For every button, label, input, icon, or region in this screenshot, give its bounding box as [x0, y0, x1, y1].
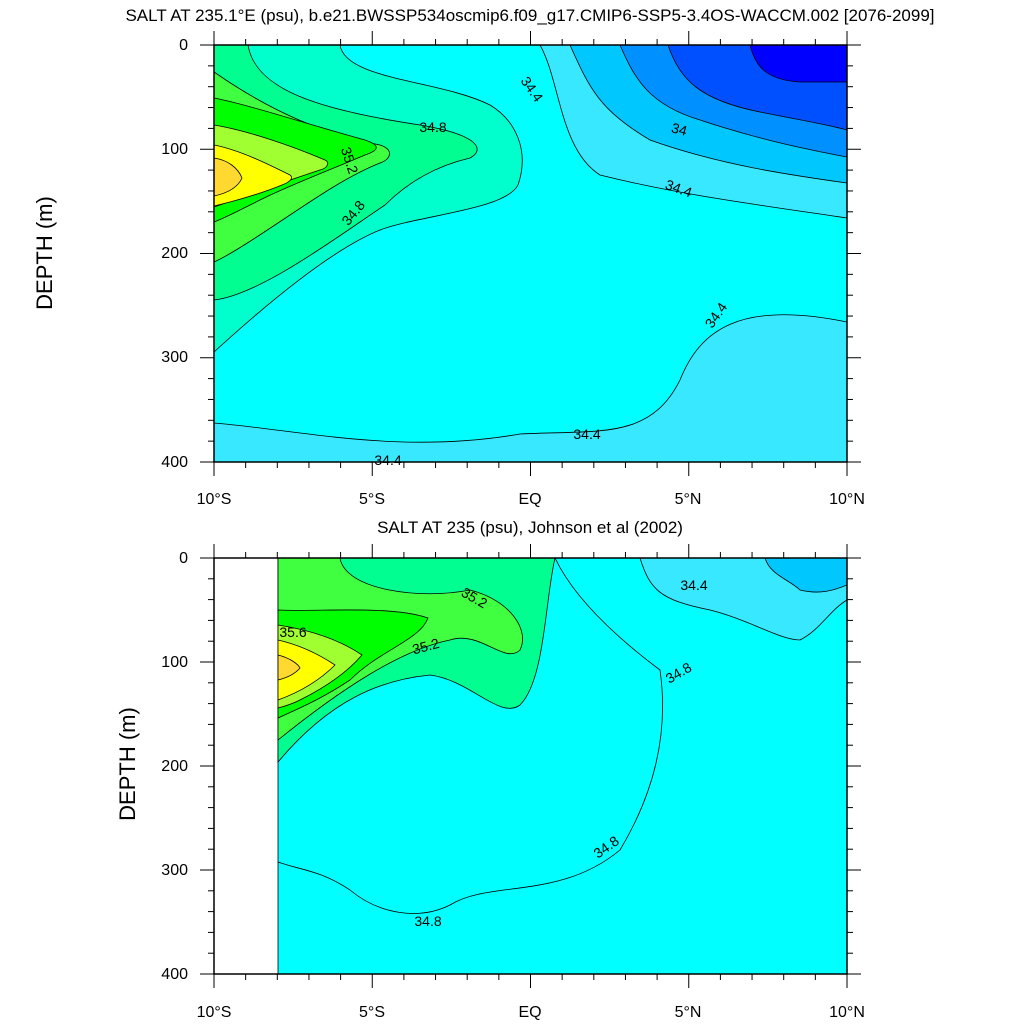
panel-bottom: SALT AT 235 (psu), Johnson et al (2002) … — [115, 518, 865, 1021]
panel2-y-tick-labels: 0 100 200 300 400 — [161, 550, 188, 983]
contour-label: 35.6 — [279, 624, 306, 640]
contour-label: 35.2 — [410, 635, 441, 658]
y-tick-label: 0 — [179, 550, 188, 567]
panel1-band-south-35.8 — [214, 144, 292, 207]
contour-label: 34 — [670, 119, 689, 139]
panel2-band-south-36.0 — [277, 654, 301, 681]
panel1-band-south-36.0 — [214, 157, 243, 197]
y-tick-label: 200 — [161, 245, 188, 262]
x-tick-label: 5°S — [359, 1004, 385, 1021]
y-tick-label: 200 — [161, 758, 188, 775]
panel2-missing-data — [214, 558, 278, 974]
contour-label: 34.4 — [680, 577, 707, 593]
y-tick-label: 0 — [179, 37, 188, 54]
panel2-contour-labels: 35.2 35.6 35.2 34.4 34.8 34.8 34.8 — [279, 577, 707, 929]
y-tick-label: 300 — [161, 349, 188, 366]
panel1-y-tick-labels: 0 100 200 300 400 — [161, 37, 188, 471]
x-tick-label: 10°S — [197, 491, 232, 508]
x-tick-label: 5°N — [675, 491, 702, 508]
y-tick-label: 400 — [161, 966, 188, 983]
panel1-contour-fill — [214, 45, 847, 462]
contour-label: 34.8 — [414, 913, 441, 929]
panel1-y-axis-label: DEPTH (m) — [32, 196, 57, 310]
panel2-band-south-35.8 — [277, 639, 336, 701]
panel2-title: SALT AT 235 (psu), Johnson et al (2002) — [377, 518, 683, 537]
x-tick-label: 5°N — [675, 1004, 702, 1021]
x-tick-label: 5°S — [359, 491, 385, 508]
y-tick-label: 100 — [161, 141, 188, 158]
panel1-ticks — [200, 31, 861, 476]
panel1-x-tick-labels: 10°S 5°S EQ 5°N 10°N — [197, 491, 865, 508]
contour-label: 34.8 — [419, 119, 446, 135]
y-tick-label: 100 — [161, 654, 188, 671]
panel2-contour-fill — [214, 558, 847, 974]
x-tick-label: 10°S — [197, 1004, 232, 1021]
contour-label: 34.4 — [573, 426, 600, 442]
panel2-band-north-34.2 — [764, 558, 847, 593]
panel2-ticks — [200, 544, 861, 988]
panel2-band-south-35.2 — [277, 558, 523, 741]
x-tick-label: 10°N — [829, 1004, 865, 1021]
contour-label: 34.4 — [374, 452, 401, 468]
panel2-x-tick-labels: 10°S 5°S EQ 5°N 10°N — [197, 1004, 865, 1021]
panel1-band-north-33.6 — [749, 45, 847, 83]
x-tick-label: EQ — [518, 1004, 541, 1021]
x-tick-label: 10°N — [829, 491, 865, 508]
y-tick-label: 400 — [161, 454, 188, 471]
y-tick-label: 300 — [161, 862, 188, 879]
x-tick-label: EQ — [518, 491, 541, 508]
panel1-band-deep-34.4 — [214, 314, 847, 462]
panel2-y-axis-label: DEPTH (m) — [115, 707, 140, 821]
panel-top: SALT AT 235.1°E (psu), b.e21.BWSSP534osc… — [32, 6, 935, 508]
panel1-title: SALT AT 235.1°E (psu), b.e21.BWSSP534osc… — [125, 6, 934, 25]
